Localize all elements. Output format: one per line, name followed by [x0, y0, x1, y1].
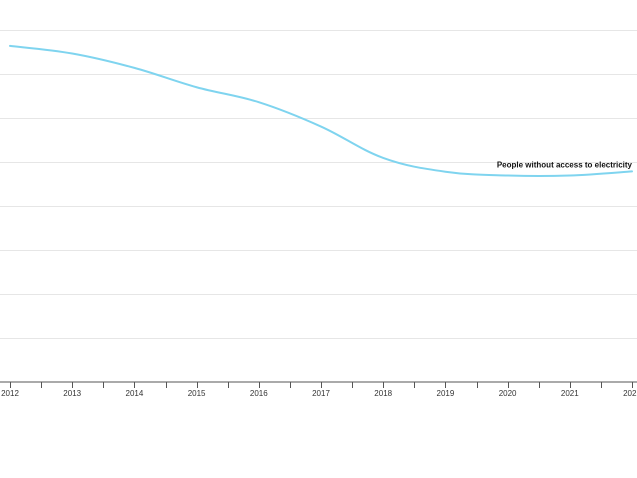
gridlines	[0, 30, 637, 339]
series-line	[9, 44, 633, 178]
x-tick-label: 2016	[250, 389, 268, 398]
x-tick-label: 2014	[126, 389, 144, 398]
x-tick-label: 2012	[1, 389, 19, 398]
x-tick-label: 2020	[499, 389, 517, 398]
x-axis-ticks: 2012 2013 2014 2015 2016 2017 2018 2019 2020 2021…	[1, 382, 637, 398]
x-tick-label: 2021	[561, 389, 579, 398]
x-tick-label: 2018	[374, 389, 392, 398]
series-label: People without access to electricity	[497, 160, 633, 169]
series: People without access to electricity	[9, 44, 633, 178]
x-tick-label: 2013	[63, 389, 81, 398]
x-tick-label: 2015	[188, 389, 206, 398]
x-tick-label: 2019	[437, 389, 455, 398]
x-tick-label: 2017	[312, 389, 330, 398]
x-tick-label: 2022	[623, 389, 637, 398]
